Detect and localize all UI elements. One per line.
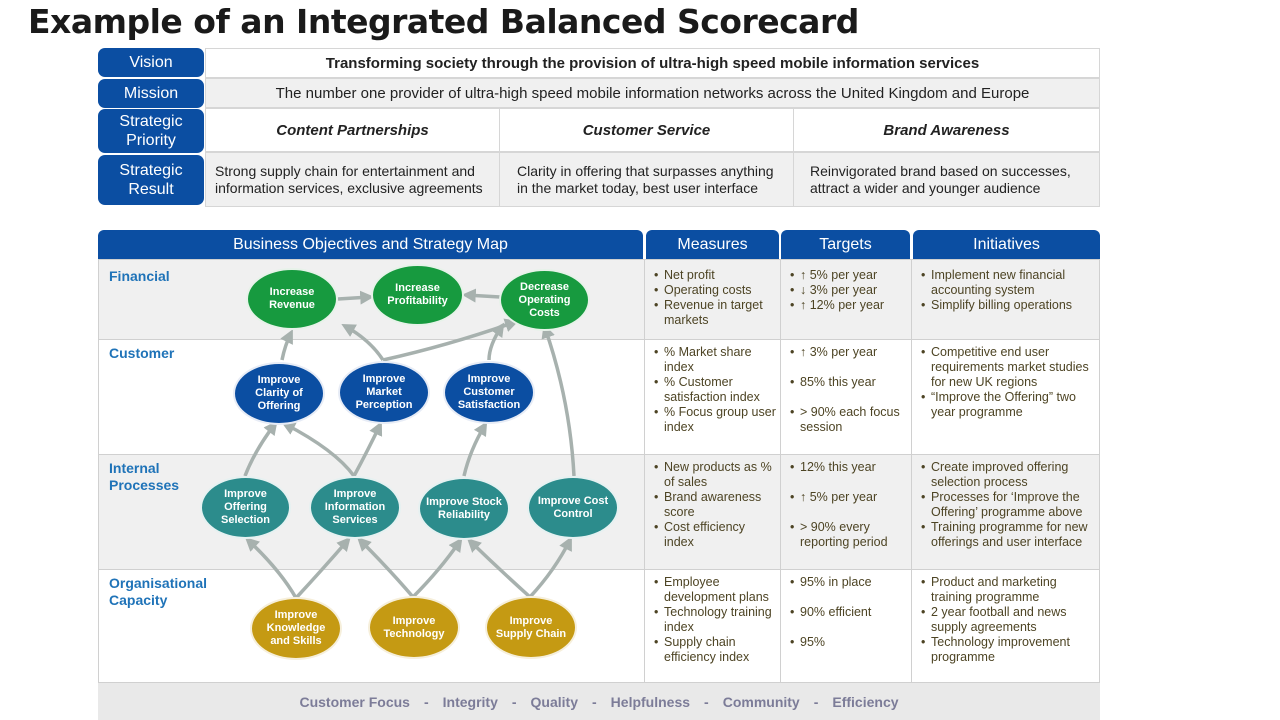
value-community: Community — [722, 693, 800, 710]
list-item: Supply chain efficiency index — [654, 635, 778, 665]
header-targets: Targets — [781, 230, 910, 259]
list-item: Processes for ‘Improve the Offering’ pro… — [921, 490, 1093, 520]
node-increase-profitability: Increase Profitability — [371, 264, 464, 326]
list-item: 85% this year — [790, 375, 908, 390]
list-item: ↓ 3% per year — [790, 283, 908, 298]
list-item: > 90% each focus session — [790, 405, 908, 435]
section-internal-processes: Internal Processes — [109, 460, 180, 493]
list-item: ↑ 5% per year — [790, 268, 908, 283]
list-item: > 90% every reporting period — [790, 520, 908, 550]
list-item: Revenue in target markets — [654, 298, 776, 328]
list-item: 95% in place — [790, 575, 908, 590]
divider-initiatives — [911, 259, 912, 683]
value-separator: - — [423, 693, 429, 710]
value-efficiency: Efficiency — [832, 693, 899, 710]
list-item: Cost efficiency index — [654, 520, 776, 550]
header-initiatives: Initiatives — [913, 230, 1100, 259]
targets-financial: ↑ 5% per year ↓ 3% per year ↑ 12% per ye… — [790, 268, 908, 313]
list-item: % Focus group user index — [654, 405, 776, 435]
node-improve-customer-satisfaction: Improve Customer Satisfaction — [443, 361, 535, 424]
node-improve-knowledge-skills: Improve Knowledge and Skills — [250, 597, 342, 660]
vision-label: Vision — [98, 48, 204, 77]
initiatives-financial: Implement new financial accounting syste… — [921, 268, 1093, 313]
targets-customer: ↑ 3% per year 85% this year > 90% each f… — [790, 345, 908, 435]
list-item: 12% this year — [790, 460, 908, 475]
mission-text: The number one provider of ultra-high sp… — [205, 78, 1100, 108]
list-item: Brand awareness score — [654, 490, 776, 520]
priority-label: Strategic Priority — [98, 109, 204, 153]
node-increase-revenue: Increase Revenue — [246, 268, 338, 330]
band-customer — [98, 339, 1100, 454]
list-item: New products as % of sales — [654, 460, 776, 490]
node-improve-market-perception: Improve Market Perception — [338, 361, 430, 424]
initiatives-process: Create improved offering selection proce… — [921, 460, 1093, 550]
page-title: Example of an Integrated Balanced Scorec… — [28, 2, 859, 41]
list-item: Technology improvement programme — [921, 635, 1093, 665]
node-improve-supply-chain: Improve Supply Chain — [485, 596, 577, 659]
divider-targets — [780, 259, 781, 683]
list-item: 95% — [790, 635, 908, 650]
node-improve-cost-control: Improve Cost Control — [527, 476, 619, 539]
node-improve-stock-reliability: Improve Stock Reliability — [418, 477, 510, 540]
list-item: Technology training index — [654, 605, 778, 635]
list-item: Competitive end user requirements market… — [921, 345, 1093, 390]
list-item: ↑ 5% per year — [790, 490, 908, 505]
node-improve-technology: Improve Technology — [368, 596, 460, 659]
mission-label: Mission — [98, 79, 204, 108]
node-improve-offering-selection: Improve Offering Selection — [200, 476, 291, 539]
result-customer: Clarity in offering that surpasses anyth… — [499, 152, 794, 207]
measures-customer: % Market share index % Customer satisfac… — [654, 345, 776, 435]
list-item: Implement new financial accounting syste… — [921, 268, 1093, 298]
list-item: Create improved offering selection proce… — [921, 460, 1093, 490]
value-quality: Quality — [530, 693, 578, 710]
priority-brand: Brand Awareness — [793, 108, 1100, 152]
measures-process: New products as % of sales Brand awarene… — [654, 460, 776, 550]
value-separator: - — [813, 693, 819, 710]
section-customer: Customer — [109, 345, 175, 361]
value-separator: - — [592, 693, 597, 710]
list-item: Simplify billing operations — [921, 298, 1093, 313]
list-item: Operating costs — [654, 283, 776, 298]
divider-left — [98, 259, 99, 683]
value-separator: - — [511, 693, 517, 710]
list-item: % Market share index — [654, 345, 776, 375]
list-item: ↑ 12% per year — [790, 298, 908, 313]
node-decrease-operating-costs: Decrease Operating Costs — [499, 269, 590, 331]
initiatives-capacity: Product and marketing training programme… — [921, 575, 1093, 665]
value-helpfulness: Helpfulness — [610, 693, 691, 710]
targets-capacity: 95% in place 90% efficient 95% — [790, 575, 908, 650]
list-item: Net profit — [654, 268, 776, 283]
measures-financial: Net profit Operating costs Revenue in ta… — [654, 268, 776, 328]
list-item: “Improve the Offering” two year programm… — [921, 390, 1093, 420]
values-footer: Customer Focus - Integrity - Quality - H… — [98, 683, 1100, 720]
list-item: 90% efficient — [790, 605, 908, 620]
result-brand: Reinvigorated brand based on successes, … — [793, 152, 1100, 207]
result-label: Strategic Result — [98, 155, 204, 205]
list-item: 2 year football and news supply agreemen… — [921, 605, 1093, 635]
targets-process: 12% this year ↑ 5% per year > 90% every … — [790, 460, 908, 550]
section-financial: Financial — [109, 268, 170, 284]
list-item: ↑ 3% per year — [790, 345, 908, 360]
header-measures: Measures — [646, 230, 779, 259]
initiatives-customer: Competitive end user requirements market… — [921, 345, 1093, 420]
vision-text: Transforming society through the provisi… — [205, 48, 1100, 78]
divider-measures — [644, 259, 645, 683]
node-improve-information-services: Improve Information Services — [309, 476, 401, 539]
list-item: Product and marketing training programme — [921, 575, 1093, 605]
section-organisational-capacity: Organisational Capacity — [109, 575, 208, 608]
divider-right — [1099, 259, 1100, 683]
list-item: Employee development plans — [654, 575, 778, 605]
node-improve-clarity: Improve Clarity of Offering — [233, 362, 325, 425]
measures-capacity: Employee development plans Technology tr… — [654, 575, 778, 665]
header-objectives: Business Objectives and Strategy Map — [98, 230, 643, 259]
band-capacity — [98, 569, 1100, 683]
value-integrity: Integrity — [442, 693, 498, 710]
list-item: % Customer satisfaction index — [654, 375, 776, 405]
value-separator: - — [704, 693, 709, 710]
list-item: Training programme for new offerings and… — [921, 520, 1093, 550]
result-content: Strong supply chain for entertainment an… — [205, 152, 500, 207]
value-customer-focus: Customer Focus — [299, 693, 410, 710]
